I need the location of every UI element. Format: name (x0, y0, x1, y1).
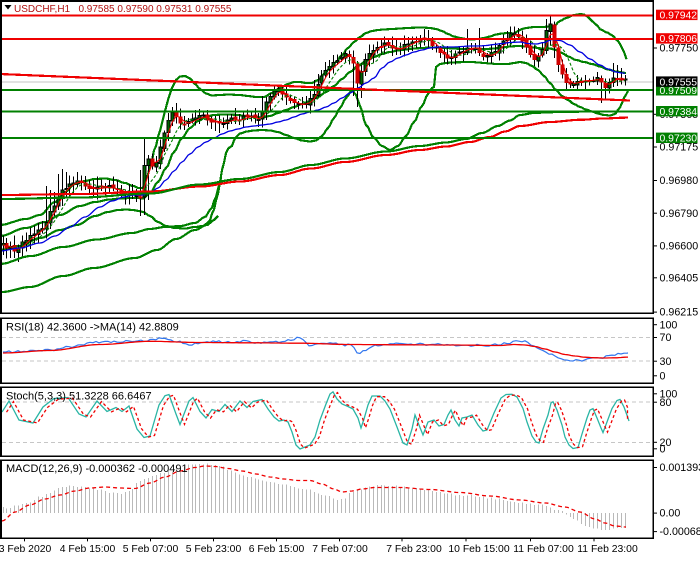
svg-text:5 Feb 07:00: 5 Feb 07:00 (123, 544, 179, 555)
svg-text:11 Feb 23:00: 11 Feb 23:00 (577, 544, 638, 555)
svg-text:Stoch(5,3,3) 51.3228 66.6467: Stoch(5,3,3) 51.3228 66.6467 (6, 391, 152, 403)
svg-text:0.97230: 0.97230 (660, 134, 698, 145)
svg-text:USDCHF,H1 0.97585 0.97590 0.: USDCHF,H1 0.97585 0.97590 0.97531 0.9755… (14, 4, 232, 15)
svg-text:0: 0 (660, 370, 666, 382)
svg-text:0.96980: 0.96980 (660, 175, 699, 187)
svg-text:-0.000683: -0.000683 (660, 526, 700, 538)
svg-text:5 Feb 23:00: 5 Feb 23:00 (186, 544, 242, 555)
svg-text:70: 70 (660, 332, 672, 344)
svg-text:6 Feb 15:00: 6 Feb 15:00 (249, 544, 305, 555)
svg-text:0.96790: 0.96790 (660, 208, 699, 220)
svg-text:7 Feb 23:00: 7 Feb 23:00 (386, 544, 442, 555)
svg-text:0.97384: 0.97384 (660, 107, 698, 118)
svg-text:11 Feb 07:00: 11 Feb 07:00 (513, 544, 574, 555)
svg-text:0.97942: 0.97942 (660, 11, 698, 22)
svg-text:80: 80 (660, 397, 672, 409)
svg-text:0.96215: 0.96215 (660, 307, 699, 319)
svg-text:0.97806: 0.97806 (660, 34, 698, 45)
svg-text:MACD(12,26,9) -0.000362 -0.000: MACD(12,26,9) -0.000362 -0.000491 (6, 463, 188, 475)
svg-text:100: 100 (660, 319, 678, 331)
svg-text:0: 0 (660, 443, 666, 455)
svg-text:0.96600: 0.96600 (660, 241, 699, 253)
svg-text:0.001393: 0.001393 (660, 462, 700, 474)
svg-text:7 Feb 07:00: 7 Feb 07:00 (312, 544, 368, 555)
svg-text:10 Feb 15:00: 10 Feb 15:00 (448, 544, 509, 555)
svg-text:4 Feb 15:00: 4 Feb 15:00 (60, 544, 116, 555)
svg-text:0.00: 0.00 (660, 508, 681, 520)
svg-text:0.96405: 0.96405 (660, 272, 699, 284)
svg-text:30: 30 (660, 356, 672, 368)
svg-text:RSI(18) 42.3600 ->MA(14) 42.8: RSI(18) 42.3600 ->MA(14) 42.8809 (6, 322, 179, 334)
svg-text:0.97555: 0.97555 (660, 77, 698, 88)
svg-text:3 Feb 2020: 3 Feb 2020 (0, 544, 52, 555)
